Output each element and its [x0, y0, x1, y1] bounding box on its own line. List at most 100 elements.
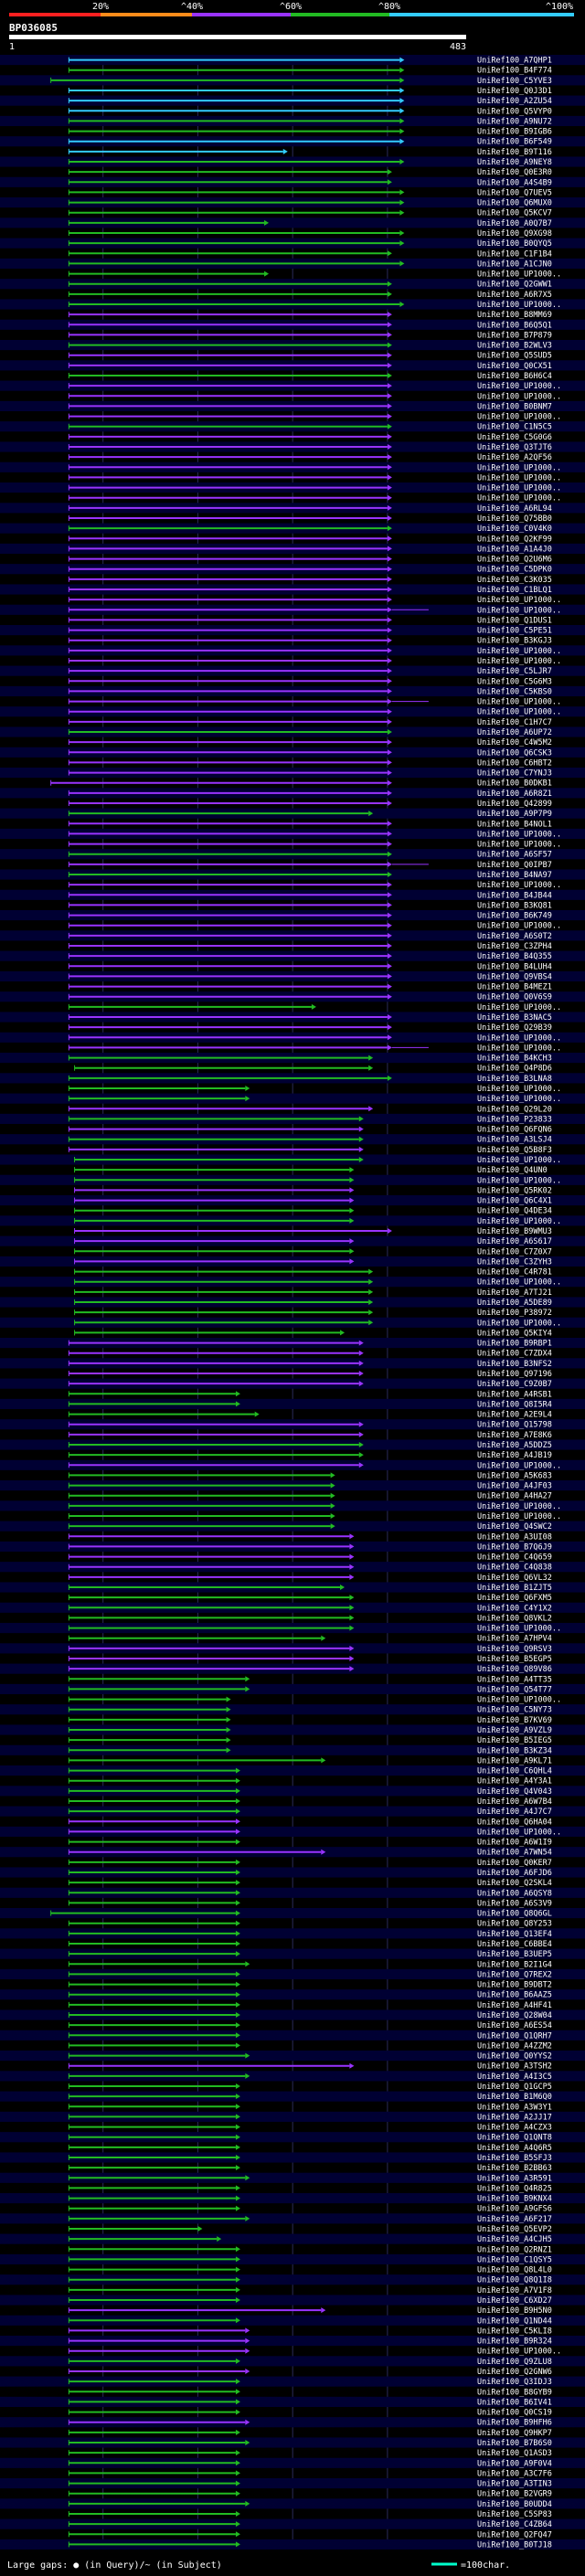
subject-row: UniRef100_UP1000..	[0, 299, 585, 310]
alignment-end-arrow	[387, 597, 392, 603]
alignment-end-arrow	[235, 2083, 240, 2089]
subject-row: UniRef100_Q4DE34	[74, 1207, 552, 1216]
subject-label: UniRef100_B8MM69	[477, 311, 552, 320]
subject-row: UniRef100_UP1000..	[68, 1044, 561, 1053]
subject-label: UniRef100_Q6FXM5	[477, 1594, 552, 1603]
row-band	[0, 2295, 585, 2306]
row-band	[0, 2172, 585, 2183]
subject-row: UniRef100_A2ZU54	[0, 95, 585, 106]
subject-label: UniRef100_UP1000..	[477, 1044, 561, 1053]
subject-label: UniRef100_Q3TJT6	[477, 443, 552, 452]
subject-label: UniRef100_A4CZX3	[477, 2124, 552, 2133]
subject-label: UniRef100_C1BLQ1	[477, 586, 552, 595]
subject-label: UniRef100_B9DBT2	[477, 1981, 552, 1990]
alignment-end-arrow	[235, 2195, 240, 2201]
subject-row: UniRef100_C4ZB64	[0, 2518, 585, 2529]
alignment-end-arrow	[387, 658, 392, 663]
subject-label: UniRef100_A3TIN3	[477, 2480, 552, 2489]
subject-row: UniRef100_UP1000..	[68, 1512, 561, 1521]
alignment-end-arrow	[235, 1787, 240, 1794]
subject-row: UniRef100_Q9RSV3	[0, 1643, 585, 1654]
subject-row: UniRef100_Q4UN0	[74, 1166, 548, 1175]
alignment-end-arrow	[235, 2541, 240, 2548]
subject-row: UniRef100_UP1000..	[0, 1277, 585, 1288]
subject-row: UniRef100_C3ZPH4	[68, 942, 552, 951]
subject-row: UniRef100_Q0CX51	[0, 360, 585, 371]
alignment-end-arrow	[235, 2276, 240, 2283]
subject-row: UniRef100_B4Q355	[0, 950, 585, 961]
alignment-end-arrow	[387, 607, 392, 613]
alignment-end-arrow	[349, 1574, 355, 1580]
subject-label: UniRef100_Q89V86	[477, 1665, 552, 1674]
subject-label: UniRef100_UP1000..	[477, 1502, 561, 1511]
alignment-end-arrow	[245, 2052, 250, 2059]
subject-label: UniRef100_A6FJD6	[477, 1869, 552, 1878]
subject-row: UniRef100_B0UDD4	[0, 2498, 585, 2509]
alignment-end-arrow	[235, 2205, 240, 2211]
alignment-end-arrow	[235, 1951, 240, 1957]
subject-label: UniRef100_B6IV41	[477, 2398, 552, 2407]
row-band	[0, 1398, 585, 1409]
subject-label: UniRef100_UP1000..	[477, 382, 561, 391]
identity-band-40	[101, 13, 192, 16]
subject-row: UniRef100_B4LUH4	[68, 962, 552, 971]
subject-row: UniRef100_Q42899	[68, 800, 552, 809]
subject-row: UniRef100_Q8I5R4	[0, 1398, 585, 1409]
subject-row: UniRef100_Q89V86	[0, 1663, 585, 1674]
subject-row: UniRef100_A6F217	[0, 2213, 585, 2224]
alignment-end-arrow	[399, 67, 405, 73]
alignment-end-arrow	[387, 821, 392, 827]
alignment-end-arrow	[235, 1890, 240, 1896]
alignment-end-arrow	[387, 749, 392, 756]
subject-row: UniRef100_Q2KF99	[68, 535, 552, 544]
subject-row: UniRef100_UP1000..	[68, 392, 561, 401]
subject-label: UniRef100_Q4R825	[477, 2184, 552, 2193]
subject-label: UniRef100_A9GFS6	[477, 2205, 552, 2214]
subject-label: UniRef100_C5NY73	[477, 1706, 552, 1715]
row-band	[0, 2539, 585, 2549]
alignment-end-arrow	[387, 250, 392, 257]
subject-row: UniRef100_A2E9L4	[68, 1411, 552, 1420]
row-band	[0, 1786, 585, 1797]
alignment-end-arrow	[235, 2511, 240, 2517]
subject-row: UniRef100_C5G6M3	[68, 677, 552, 686]
row-band	[0, 1744, 585, 1755]
alignment-end-arrow	[387, 484, 392, 491]
subject-row: UniRef100_C5G0G6	[68, 433, 552, 442]
subject-label: UniRef100_C4Q838	[477, 1564, 552, 1573]
legend-scale: =100char.	[461, 2560, 510, 2571]
alignment-end-arrow	[226, 1737, 231, 1744]
alignment-end-arrow	[245, 2072, 250, 2079]
subject-row: UniRef100_A9NU72	[0, 115, 585, 126]
subject-label: UniRef100_A6UP72	[477, 728, 552, 737]
subject-label: UniRef100_B0QYQ5	[477, 239, 552, 249]
subject-row: UniRef100_UP1000..	[68, 494, 561, 504]
subject-row: UniRef100_A4J7C7	[0, 1806, 585, 1817]
alignment-end-arrow	[399, 240, 405, 247]
subject-row: UniRef100_A5DDZ5	[0, 1439, 585, 1450]
subject-row: UniRef100_UP1000..	[0, 1215, 585, 1226]
alignment-end-arrow	[235, 2032, 240, 2039]
alignment-end-arrow	[349, 1553, 355, 1560]
alignment-end-arrow	[235, 2155, 240, 2160]
subject-label: UniRef100_Q97196	[477, 1370, 552, 1379]
subject-row: UniRef100_Q1ASD3	[68, 2449, 552, 2458]
subject-label: UniRef100_A7E8K6	[477, 1431, 552, 1440]
alignment-end-arrow	[399, 138, 405, 144]
subject-label: UniRef100_A4S4B9	[477, 178, 552, 187]
subject-row: UniRef100_B3KGJ3	[68, 637, 552, 646]
subject-label: UniRef100_C5SP83	[477, 2510, 552, 2519]
row-band	[0, 2213, 585, 2224]
subject-label: UniRef100_B3KGJ3	[477, 637, 552, 646]
subject-row: UniRef100_Q5RK02	[74, 1186, 552, 1195]
subject-row: UniRef100_C5YVE3	[0, 75, 585, 86]
row-band	[0, 1093, 585, 1104]
subject-label: UniRef100_C1F1B4	[477, 249, 552, 259]
subject-label: UniRef100_C5PE51	[477, 627, 552, 636]
alignment-end-arrow	[235, 1829, 240, 1835]
subject-label: UniRef100_A6ES54	[477, 2021, 552, 2030]
subject-row: UniRef100_Q8Q1I8	[0, 2274, 585, 2285]
subject-label: UniRef100_Q1ASD3	[477, 2449, 552, 2458]
subject-row: UniRef100_Q7UEV5	[68, 188, 552, 197]
subject-label: UniRef100_C7ZDX4	[477, 1350, 552, 1359]
